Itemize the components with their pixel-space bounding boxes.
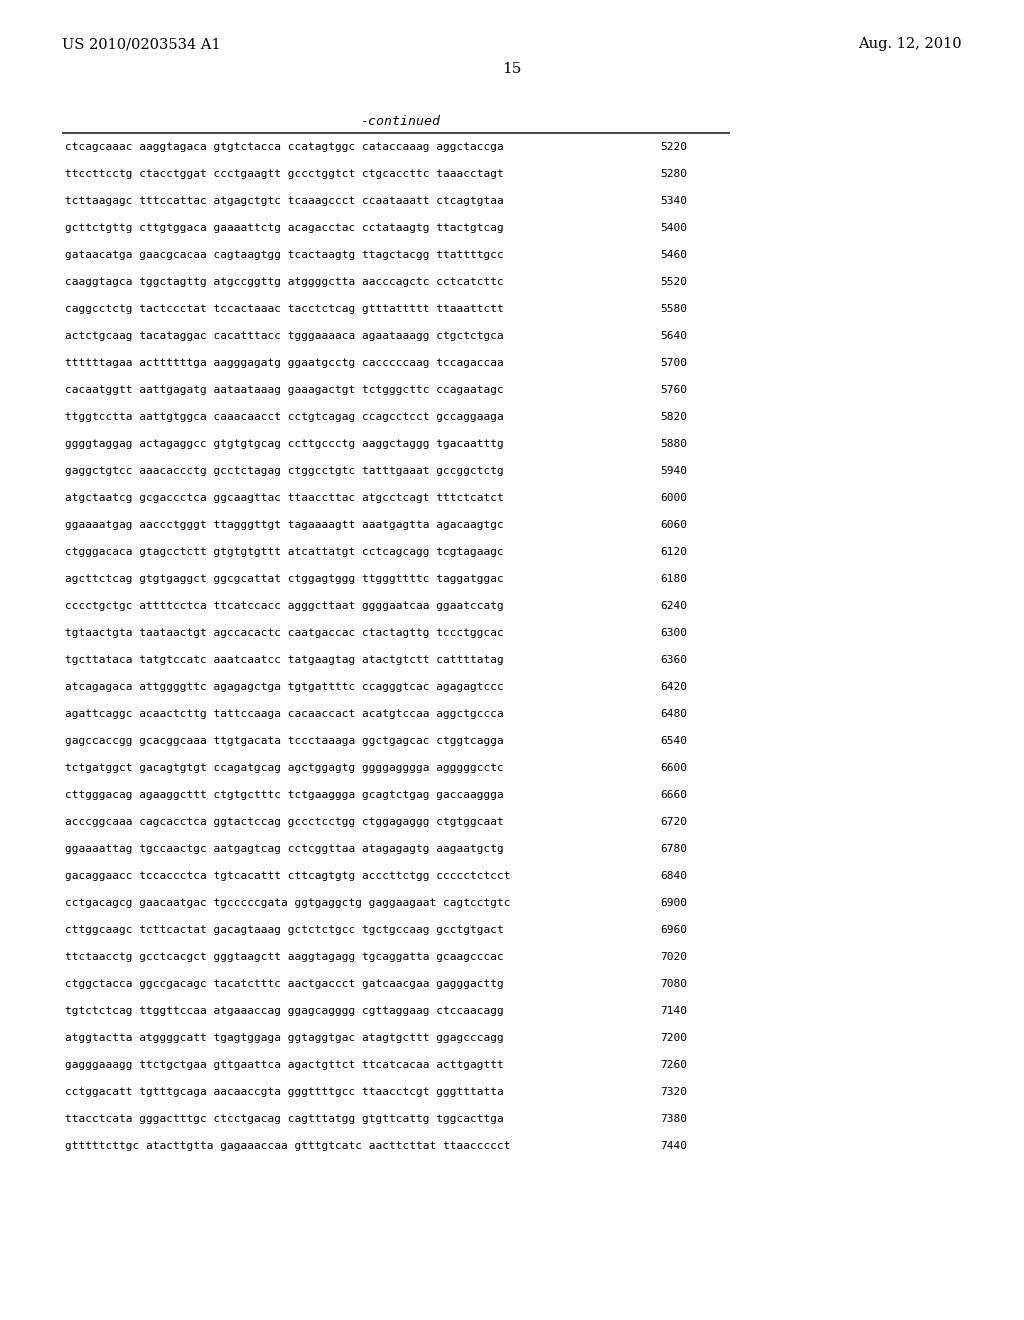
Text: 15: 15 <box>503 62 521 77</box>
Text: tgcttataca tatgtccatc aaatcaatcc tatgaagtag atactgtctt cattttatag: tgcttataca tatgtccatc aaatcaatcc tatgaag… <box>65 655 504 665</box>
Text: gacaggaacc tccaccctca tgtcacattt cttcagtgtg acccttctgg ccccctctcct: gacaggaacc tccaccctca tgtcacattt cttcagt… <box>65 871 511 880</box>
Text: agattcaggc acaactcttg tattccaaga cacaaccact acatgtccaa aggctgccca: agattcaggc acaactcttg tattccaaga cacaacc… <box>65 709 504 719</box>
Text: 7320: 7320 <box>660 1086 687 1097</box>
Text: 6960: 6960 <box>660 925 687 935</box>
Text: 7380: 7380 <box>660 1114 687 1125</box>
Text: 6000: 6000 <box>660 492 687 503</box>
Text: caaggtagca tggctagttg atgccggttg atggggctta aacccagctc cctcatcttc: caaggtagca tggctagttg atgccggttg atggggc… <box>65 277 504 286</box>
Text: gcttctgttg cttgtggaca gaaaattctg acagacctac cctataagtg ttactgtcag: gcttctgttg cttgtggaca gaaaattctg acagacc… <box>65 223 504 234</box>
Text: 6480: 6480 <box>660 709 687 719</box>
Text: tcttaagagc tttccattac atgagctgtc tcaaagccct ccaataaatt ctcagtgtaa: tcttaagagc tttccattac atgagctgtc tcaaagc… <box>65 195 504 206</box>
Text: Aug. 12, 2010: Aug. 12, 2010 <box>858 37 962 51</box>
Text: 6780: 6780 <box>660 843 687 854</box>
Text: 6720: 6720 <box>660 817 687 828</box>
Text: ctggctacca ggccgacagc tacatctttc aactgaccct gatcaacgaa gagggacttg: ctggctacca ggccgacagc tacatctttc aactgac… <box>65 979 504 989</box>
Text: acccggcaaa cagcacctca ggtactccag gccctcctgg ctggagaggg ctgtggcaat: acccggcaaa cagcacctca ggtactccag gccctcc… <box>65 817 504 828</box>
Text: ggaaaatgag aaccctgggt ttagggttgt tagaaaagtt aaatgagtta agacaagtgc: ggaaaatgag aaccctgggt ttagggttgt tagaaaa… <box>65 520 504 531</box>
Text: 6660: 6660 <box>660 789 687 800</box>
Text: cctgacagcg gaacaatgac tgcccccgata ggtgaggctg gaggaagaat cagtcctgtc: cctgacagcg gaacaatgac tgcccccgata ggtgag… <box>65 898 511 908</box>
Text: 6600: 6600 <box>660 763 687 774</box>
Text: 6060: 6060 <box>660 520 687 531</box>
Text: 6360: 6360 <box>660 655 687 665</box>
Text: 5460: 5460 <box>660 249 687 260</box>
Text: 7020: 7020 <box>660 952 687 962</box>
Text: gagccaccgg gcacggcaaa ttgtgacata tccctaaaga ggctgagcac ctggtcagga: gagccaccgg gcacggcaaa ttgtgacata tccctaa… <box>65 737 504 746</box>
Text: gataacatga gaacgcacaa cagtaagtgg tcactaagtg ttagctacgg ttattttgcc: gataacatga gaacgcacaa cagtaagtgg tcactaa… <box>65 249 504 260</box>
Text: 6120: 6120 <box>660 546 687 557</box>
Text: -continued: -continued <box>360 115 440 128</box>
Text: 5580: 5580 <box>660 304 687 314</box>
Text: US 2010/0203534 A1: US 2010/0203534 A1 <box>62 37 220 51</box>
Text: cttggcaagc tcttcactat gacagtaaag gctctctgcc tgctgccaag gcctgtgact: cttggcaagc tcttcactat gacagtaaag gctctct… <box>65 925 504 935</box>
Text: tctgatggct gacagtgtgt ccagatgcag agctggagtg ggggagggga agggggcctc: tctgatggct gacagtgtgt ccagatgcag agctgga… <box>65 763 504 774</box>
Text: 5880: 5880 <box>660 440 687 449</box>
Text: 5520: 5520 <box>660 277 687 286</box>
Text: cttgggacag agaaggcttt ctgtgctttc tctgaaggga gcagtctgag gaccaaggga: cttgggacag agaaggcttt ctgtgctttc tctgaag… <box>65 789 504 800</box>
Text: tgtaactgta taataactgt agccacactc caatgaccac ctactagttg tccctggcac: tgtaactgta taataactgt agccacactc caatgac… <box>65 628 504 638</box>
Text: 5280: 5280 <box>660 169 687 180</box>
Text: ttccttcctg ctacctggat ccctgaagtt gccctggtct ctgcaccttc taaacctagt: ttccttcctg ctacctggat ccctgaagtt gccctgg… <box>65 169 504 180</box>
Text: 5220: 5220 <box>660 143 687 152</box>
Text: gaggctgtcc aaacaccctg gcctctagag ctggcctgtc tatttgaaat gccggctctg: gaggctgtcc aaacaccctg gcctctagag ctggcct… <box>65 466 504 477</box>
Text: 5700: 5700 <box>660 358 687 368</box>
Text: ggggtaggag actagaggcc gtgtgtgcag ccttgccctg aaggctaggg tgacaatttg: ggggtaggag actagaggcc gtgtgtgcag ccttgcc… <box>65 440 504 449</box>
Text: ttctaacctg gcctcacgct gggtaagctt aaggtagagg tgcaggatta gcaagcccac: ttctaacctg gcctcacgct gggtaagctt aaggtag… <box>65 952 504 962</box>
Text: 5940: 5940 <box>660 466 687 477</box>
Text: ctcagcaaac aaggtagaca gtgtctacca ccatagtggc cataccaaag aggctaccga: ctcagcaaac aaggtagaca gtgtctacca ccatagt… <box>65 143 504 152</box>
Text: tgtctctcag ttggttccaa atgaaaccag ggagcagggg cgttaggaag ctccaacagg: tgtctctcag ttggttccaa atgaaaccag ggagcag… <box>65 1006 504 1016</box>
Text: 5340: 5340 <box>660 195 687 206</box>
Text: 7080: 7080 <box>660 979 687 989</box>
Text: gtttttcttgc atacttgtta gagaaaccaa gtttgtcatc aacttcttat ttaaccccct: gtttttcttgc atacttgtta gagaaaccaa gtttgt… <box>65 1140 511 1151</box>
Text: ctgggacaca gtagcctctt gtgtgtgttt atcattatgt cctcagcagg tcgtagaagc: ctgggacaca gtagcctctt gtgtgtgttt atcatta… <box>65 546 504 557</box>
Text: atggtactta atggggcatt tgagtggaga ggtaggtgac atagtgcttt ggagcccagg: atggtactta atggggcatt tgagtggaga ggtaggt… <box>65 1034 504 1043</box>
Text: 6240: 6240 <box>660 601 687 611</box>
Text: 6840: 6840 <box>660 871 687 880</box>
Text: cccctgctgc attttcctca ttcatccacc agggcttaat ggggaatcaa ggaatccatg: cccctgctgc attttcctca ttcatccacc agggctt… <box>65 601 504 611</box>
Text: atgctaatcg gcgaccctca ggcaagttac ttaaccttac atgcctcagt tttctcatct: atgctaatcg gcgaccctca ggcaagttac ttaacct… <box>65 492 504 503</box>
Text: 7200: 7200 <box>660 1034 687 1043</box>
Text: ggaaaattag tgccaactgc aatgagtcag cctcggttaa atagagagtg aagaatgctg: ggaaaattag tgccaactgc aatgagtcag cctcggt… <box>65 843 504 854</box>
Text: 6900: 6900 <box>660 898 687 908</box>
Text: 5760: 5760 <box>660 385 687 395</box>
Text: ttacctcata gggactttgc ctcctgacag cagtttatgg gtgttcattg tggcacttga: ttacctcata gggactttgc ctcctgacag cagttta… <box>65 1114 504 1125</box>
Text: actctgcaag tacataggac cacatttacc tgggaaaaca agaataaagg ctgctctgca: actctgcaag tacataggac cacatttacc tgggaaa… <box>65 331 504 341</box>
Text: cacaatggtt aattgagatg aataataaag gaaagactgt tctgggcttc ccagaatagc: cacaatggtt aattgagatg aataataaag gaaagac… <box>65 385 504 395</box>
Text: 6420: 6420 <box>660 682 687 692</box>
Text: 5400: 5400 <box>660 223 687 234</box>
Text: agcttctcag gtgtgaggct ggcgcattat ctggagtggg ttgggttttc taggatggac: agcttctcag gtgtgaggct ggcgcattat ctggagt… <box>65 574 504 583</box>
Text: 5640: 5640 <box>660 331 687 341</box>
Text: 6180: 6180 <box>660 574 687 583</box>
Text: caggcctctg tactccctat tccactaaac tacctctcag gtttattttt ttaaattctt: caggcctctg tactccctat tccactaaac tacctct… <box>65 304 504 314</box>
Text: ttggtcctta aattgtggca caaacaacct cctgtcagag ccagcctcct gccaggaaga: ttggtcctta aattgtggca caaacaacct cctgtca… <box>65 412 504 422</box>
Text: 5820: 5820 <box>660 412 687 422</box>
Text: gagggaaagg ttctgctgaa gttgaattca agactgttct ttcatcacaa acttgagttt: gagggaaagg ttctgctgaa gttgaattca agactgt… <box>65 1060 504 1071</box>
Text: 7260: 7260 <box>660 1060 687 1071</box>
Text: 7140: 7140 <box>660 1006 687 1016</box>
Text: cctggacatt tgtttgcaga aacaaccgta gggttttgcc ttaacctcgt gggtttatta: cctggacatt tgtttgcaga aacaaccgta gggtttt… <box>65 1086 504 1097</box>
Text: ttttttagaa acttttttga aagggagatg ggaatgcctg cacccccaag tccagaccaa: ttttttagaa acttttttga aagggagatg ggaatgc… <box>65 358 504 368</box>
Text: atcagagaca attggggttc agagagctga tgtgattttc ccagggtcac agagagtccc: atcagagaca attggggttc agagagctga tgtgatt… <box>65 682 504 692</box>
Text: 7440: 7440 <box>660 1140 687 1151</box>
Text: 6300: 6300 <box>660 628 687 638</box>
Text: 6540: 6540 <box>660 737 687 746</box>
